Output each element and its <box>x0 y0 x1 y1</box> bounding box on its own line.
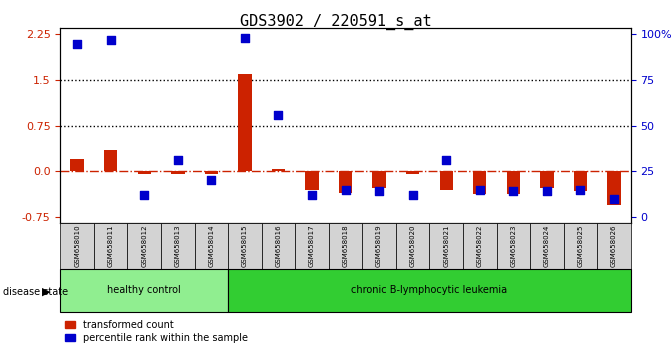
FancyBboxPatch shape <box>564 223 597 269</box>
FancyBboxPatch shape <box>362 223 396 269</box>
Point <box>609 196 619 201</box>
Text: GSM658023: GSM658023 <box>511 225 516 267</box>
Bar <box>238 74 252 171</box>
Text: GSM658025: GSM658025 <box>578 225 583 267</box>
Point <box>240 35 250 41</box>
Text: ▶: ▶ <box>42 287 50 297</box>
Text: GDS3902 / 220591_s_at: GDS3902 / 220591_s_at <box>240 14 431 30</box>
Point <box>72 41 83 46</box>
FancyBboxPatch shape <box>429 223 463 269</box>
Point <box>340 187 351 192</box>
FancyBboxPatch shape <box>329 223 362 269</box>
Text: GSM658013: GSM658013 <box>175 225 180 267</box>
Bar <box>540 171 554 188</box>
Bar <box>473 171 486 194</box>
FancyBboxPatch shape <box>597 223 631 269</box>
Bar <box>372 171 386 188</box>
Text: GSM658017: GSM658017 <box>309 225 315 267</box>
Point <box>139 192 150 198</box>
Bar <box>440 171 453 189</box>
FancyBboxPatch shape <box>463 223 497 269</box>
Point <box>441 158 452 163</box>
FancyBboxPatch shape <box>127 223 161 269</box>
FancyBboxPatch shape <box>530 223 564 269</box>
FancyBboxPatch shape <box>262 223 295 269</box>
Point <box>374 189 384 194</box>
Point <box>474 187 485 192</box>
Text: GSM658021: GSM658021 <box>444 225 449 267</box>
Bar <box>104 150 117 171</box>
Bar <box>70 159 84 171</box>
Text: GSM658016: GSM658016 <box>276 225 281 267</box>
Text: GSM658015: GSM658015 <box>242 225 248 267</box>
Point <box>575 187 586 192</box>
Bar <box>138 171 151 175</box>
Text: GSM658026: GSM658026 <box>611 225 617 267</box>
Bar <box>305 171 319 189</box>
Bar <box>272 170 285 171</box>
Bar <box>607 171 621 205</box>
FancyBboxPatch shape <box>94 223 127 269</box>
Bar <box>507 171 520 194</box>
Point <box>508 189 519 194</box>
Legend: transformed count, percentile rank within the sample: transformed count, percentile rank withi… <box>65 320 248 343</box>
FancyBboxPatch shape <box>161 223 195 269</box>
Text: GSM658019: GSM658019 <box>376 225 382 267</box>
Point <box>206 178 217 183</box>
FancyBboxPatch shape <box>497 223 530 269</box>
Text: GSM658010: GSM658010 <box>74 225 80 267</box>
FancyBboxPatch shape <box>228 223 262 269</box>
Bar <box>406 171 419 175</box>
Point <box>105 37 116 43</box>
FancyBboxPatch shape <box>195 223 228 269</box>
FancyBboxPatch shape <box>295 223 329 269</box>
Text: GSM658011: GSM658011 <box>108 225 113 267</box>
Text: disease state: disease state <box>3 287 68 297</box>
Text: GSM658022: GSM658022 <box>477 225 482 267</box>
FancyBboxPatch shape <box>60 223 94 269</box>
Text: healthy control: healthy control <box>107 285 181 295</box>
Point <box>273 112 284 118</box>
Text: GSM658012: GSM658012 <box>142 225 147 267</box>
Bar <box>205 171 218 175</box>
Bar <box>574 171 587 191</box>
Point <box>541 189 552 194</box>
Point <box>307 192 317 198</box>
Text: GSM658018: GSM658018 <box>343 225 348 267</box>
Point <box>172 158 183 163</box>
Text: GSM658020: GSM658020 <box>410 225 415 267</box>
Text: GSM658024: GSM658024 <box>544 225 550 267</box>
Bar <box>339 171 352 193</box>
Bar <box>171 171 185 175</box>
FancyBboxPatch shape <box>228 269 631 312</box>
Text: GSM658014: GSM658014 <box>209 225 214 267</box>
FancyBboxPatch shape <box>396 223 429 269</box>
FancyBboxPatch shape <box>60 269 228 312</box>
Point <box>407 192 418 198</box>
Text: chronic B-lymphocytic leukemia: chronic B-lymphocytic leukemia <box>352 285 507 295</box>
